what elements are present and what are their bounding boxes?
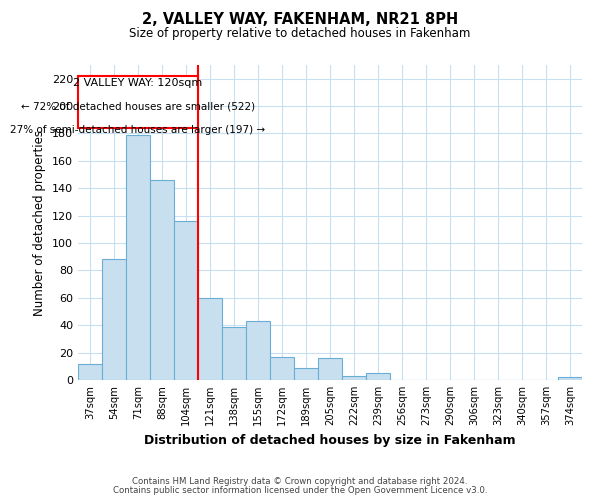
Bar xyxy=(558,378,582,380)
Bar xyxy=(78,364,102,380)
Bar xyxy=(294,368,318,380)
Bar xyxy=(342,376,366,380)
Bar xyxy=(150,180,174,380)
Text: Contains HM Land Registry data © Crown copyright and database right 2024.: Contains HM Land Registry data © Crown c… xyxy=(132,477,468,486)
Bar xyxy=(318,358,342,380)
Text: 27% of semi-detached houses are larger (197) →: 27% of semi-detached houses are larger (… xyxy=(10,125,266,135)
Bar xyxy=(102,260,126,380)
Text: 2, VALLEY WAY, FAKENHAM, NR21 8PH: 2, VALLEY WAY, FAKENHAM, NR21 8PH xyxy=(142,12,458,28)
Bar xyxy=(198,298,222,380)
Text: ← 72% of detached houses are smaller (522): ← 72% of detached houses are smaller (52… xyxy=(21,101,255,111)
Bar xyxy=(270,356,294,380)
Bar xyxy=(78,76,198,128)
Text: 2 VALLEY WAY: 120sqm: 2 VALLEY WAY: 120sqm xyxy=(73,78,203,88)
Bar xyxy=(366,373,390,380)
Y-axis label: Number of detached properties: Number of detached properties xyxy=(34,130,46,316)
X-axis label: Distribution of detached houses by size in Fakenham: Distribution of detached houses by size … xyxy=(144,434,516,446)
Text: Contains public sector information licensed under the Open Government Licence v3: Contains public sector information licen… xyxy=(113,486,487,495)
Text: Size of property relative to detached houses in Fakenham: Size of property relative to detached ho… xyxy=(130,28,470,40)
Bar xyxy=(222,326,246,380)
Bar xyxy=(174,221,198,380)
Bar xyxy=(246,321,270,380)
Bar xyxy=(126,135,150,380)
